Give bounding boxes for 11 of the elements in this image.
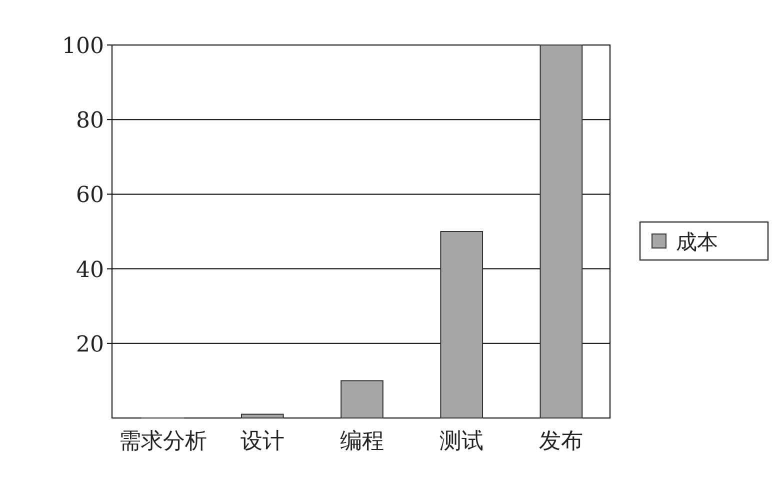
legend-label: 成本	[676, 230, 718, 254]
y-tick-label: 40	[76, 258, 104, 283]
y-tick-label: 20	[76, 332, 104, 358]
x-tick-label: 设计	[240, 429, 284, 454]
x-tick-label: 发布	[539, 429, 584, 454]
y-tick-label: 80	[76, 108, 104, 134]
x-tick-label: 测试	[440, 429, 484, 454]
y-tick-label: 100	[62, 34, 104, 59]
x-tick-label: 需求分析	[118, 429, 207, 454]
y-tick-label: 60	[76, 183, 104, 208]
x-tick-label: 编程	[340, 429, 384, 454]
